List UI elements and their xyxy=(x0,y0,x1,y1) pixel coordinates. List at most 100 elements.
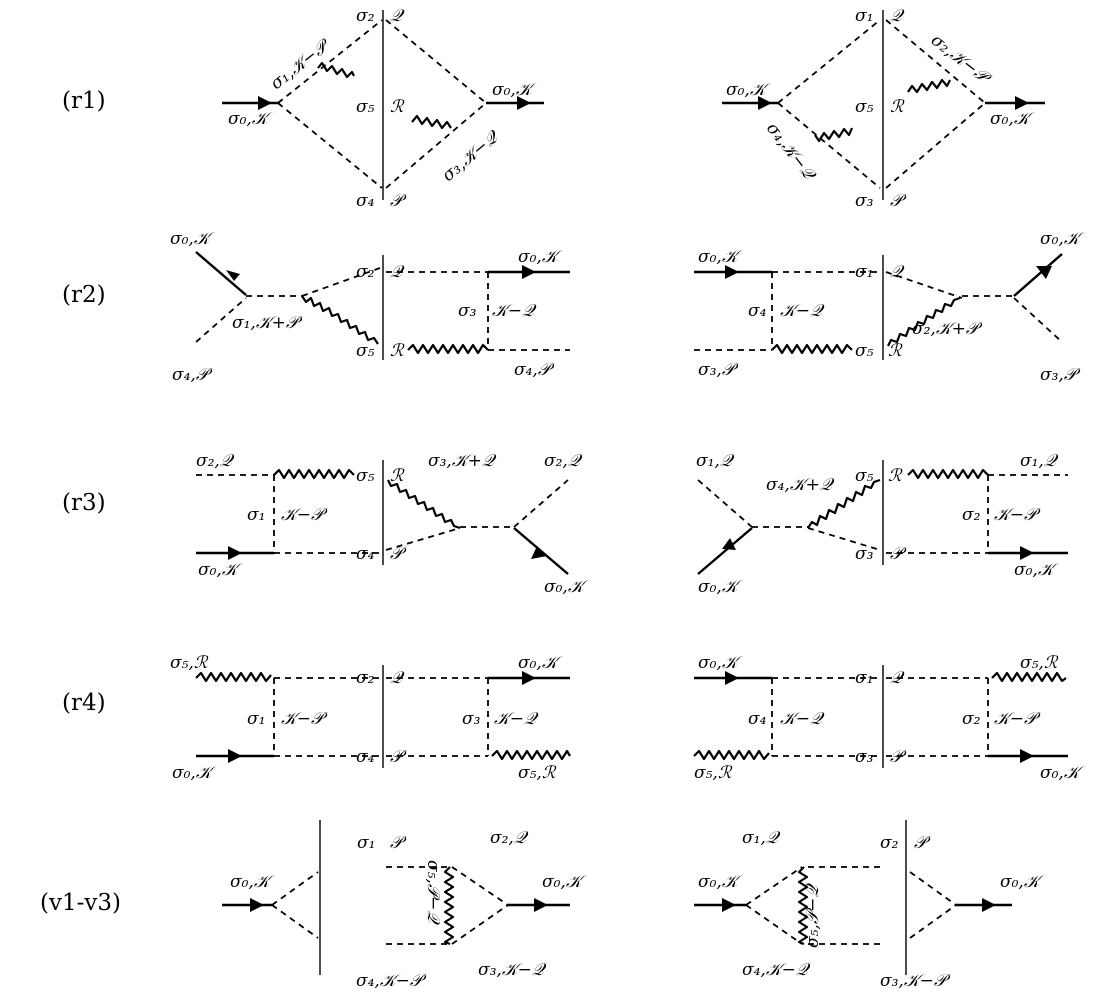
label: 𝒫 xyxy=(390,544,407,564)
label: σ₄ xyxy=(356,747,375,767)
label: 𝒬 xyxy=(890,6,905,26)
label: 𝒬 xyxy=(390,6,405,26)
label: σ₀,𝒦 xyxy=(544,577,589,597)
label: σ₂ xyxy=(962,709,981,729)
label: σ₃,𝒦−𝒫 xyxy=(880,971,951,991)
dashed-line xyxy=(745,866,803,906)
diagram-v-left: σ₁ 𝒫 σ₂,𝒬 σ₀,𝒦 σ₅,𝒫−𝒬 σ₀,𝒦 σ₄,𝒦−𝒫 σ₃,𝒦−𝒬 xyxy=(222,820,587,991)
wavy-line xyxy=(771,343,853,355)
row-label-r4: (r4) xyxy=(62,690,106,716)
arrow-head xyxy=(534,898,548,912)
arrow-head xyxy=(725,671,739,685)
dashed-line xyxy=(909,904,957,939)
label: σ₅,ℛ xyxy=(1020,653,1059,673)
label: 𝒫 xyxy=(890,191,907,211)
dashed-line xyxy=(885,271,963,299)
arrow-head xyxy=(250,898,264,912)
label: σ₂,𝒬 xyxy=(544,451,583,471)
label: σ₄,𝒦−𝒫 xyxy=(356,971,427,991)
label: 𝒫 xyxy=(390,747,407,767)
label: σ₁,𝒬 xyxy=(742,828,781,848)
wavy-line xyxy=(411,114,452,130)
wavy-line xyxy=(443,866,455,946)
dashed-line xyxy=(385,527,461,551)
label: 𝒦−𝒬 xyxy=(780,301,825,321)
dashed-line xyxy=(271,871,319,906)
label: 𝒫 xyxy=(914,833,931,853)
label: σ₁ xyxy=(247,709,265,729)
diagram-r4-left: σ₅,ℛ σ₂ 𝒬 σ₀,𝒦 σ₁ 𝒦−𝒫 σ₃ 𝒦−𝒬 σ₄ 𝒫 σ₀,𝒦 σ… xyxy=(170,653,571,783)
label: σ₂,𝒦+𝒫 xyxy=(912,319,983,339)
diagram-r2-left: σ₀,𝒦 σ₂ 𝒬 σ₀,𝒦 σ₃ 𝒦−𝒬 σ₁,𝒦+𝒫 σ₅ ℛ σ₄,𝒫 σ… xyxy=(170,229,570,385)
label: σ₀,𝒦 xyxy=(1014,560,1059,580)
label: σ₄,𝒦−𝒬 xyxy=(762,119,820,186)
label: σ₁ xyxy=(855,262,873,282)
wavy-line xyxy=(407,343,489,355)
label: σ₂,𝒦−𝒫 xyxy=(927,30,995,89)
label: σ₀,𝒦 xyxy=(990,109,1035,129)
label: σ₀,𝒦 xyxy=(1040,763,1085,783)
row-label-v1-v3: (v1-v3) xyxy=(40,890,121,916)
label: 𝒬 xyxy=(890,668,905,688)
wavy-line xyxy=(887,296,961,347)
arrow-head xyxy=(258,96,272,110)
label: σ₅ xyxy=(855,466,874,486)
arrow-head xyxy=(722,898,736,912)
solid-line xyxy=(1013,253,1063,297)
arrow-head xyxy=(1015,96,1029,110)
label: σ₃ xyxy=(855,747,874,767)
label: σ₃ xyxy=(462,709,481,729)
arrow-head xyxy=(1020,749,1034,763)
label: σ₄ xyxy=(748,301,767,321)
label: 𝒦−𝒬 xyxy=(492,301,537,321)
label: σ₂,𝒬 xyxy=(196,451,235,471)
label: σ₁,𝒦−𝒫 xyxy=(267,35,335,94)
dashed-line xyxy=(777,102,881,189)
label: 𝒦−𝒫 xyxy=(281,505,328,525)
dashed-line xyxy=(385,19,487,104)
wavy-line xyxy=(301,295,379,345)
solid-line xyxy=(697,527,753,575)
label: 𝒦−𝒫 xyxy=(994,505,1041,525)
wavy-line xyxy=(907,78,951,94)
dashed-line xyxy=(277,19,383,104)
row-label-r1: (r1) xyxy=(62,88,106,114)
dashed-line xyxy=(807,527,881,551)
dashed-line xyxy=(909,871,957,906)
arrow-head xyxy=(531,546,547,559)
label: 𝒫 xyxy=(890,544,907,564)
label: σ₀,𝒦 xyxy=(492,80,537,100)
wavy-line xyxy=(797,866,809,946)
dashed-line xyxy=(451,866,509,906)
arrow-head xyxy=(228,546,242,560)
label: σ₅,ℛ xyxy=(518,763,557,783)
label: σ₃ xyxy=(458,301,477,321)
label: σ₀,𝒦 xyxy=(228,109,273,129)
label: 𝒫 xyxy=(390,833,407,853)
label: σ₃,𝒫 xyxy=(1040,365,1081,385)
label: σ₁,𝒦+𝒫 xyxy=(232,313,303,333)
label: σ₀,𝒦 xyxy=(542,872,587,892)
arrow-head xyxy=(517,96,531,110)
label: σ₃ xyxy=(855,191,874,211)
label: σ₀,𝒦 xyxy=(198,560,243,580)
dashed-line xyxy=(301,267,381,297)
dashed-line xyxy=(1013,297,1063,343)
dashed-line xyxy=(777,19,881,104)
diagram-r2-right: σ₀,𝒦 σ₁ 𝒬 σ₀,𝒦 σ₄ 𝒦−𝒬 σ₅ ℛ σ₂,𝒦+𝒫 σ₃,𝒫 σ… xyxy=(694,229,1085,385)
dashed-line xyxy=(513,479,569,528)
label: ℛ xyxy=(390,97,405,117)
diagram-r4-right: σ₀,𝒦 σ₁ 𝒬 σ₅,ℛ σ₄ 𝒦−𝒬 σ₂ 𝒦−𝒫 σ₃ 𝒫 σ₅,ℛ σ… xyxy=(693,653,1085,783)
label: σ₀,𝒦 xyxy=(518,653,563,673)
label: σ₂ xyxy=(880,833,899,853)
arrow-head xyxy=(1036,266,1052,279)
wavy-line xyxy=(807,478,881,529)
label: σ₁ xyxy=(855,6,873,26)
label: σ₁,𝒬 xyxy=(696,451,735,471)
label: σ₂ xyxy=(962,505,981,525)
label: 𝒫 xyxy=(390,191,407,211)
label: σ₀,𝒦 xyxy=(698,653,743,673)
dashed-line xyxy=(277,102,383,189)
label: σ₀,𝒦 xyxy=(518,247,563,267)
